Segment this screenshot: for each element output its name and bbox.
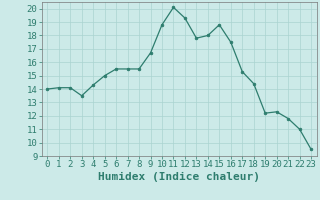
X-axis label: Humidex (Indice chaleur): Humidex (Indice chaleur)	[98, 172, 260, 182]
